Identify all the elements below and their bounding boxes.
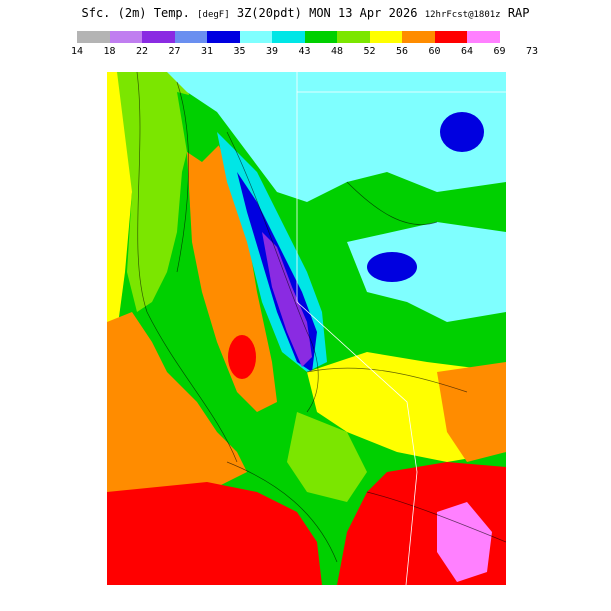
- pink-hot-spot: [437, 502, 492, 582]
- legend-tick-label: 69: [493, 46, 506, 57]
- legend-ticks: 14 18 22 27 31 35 39 43 48 52 56 60 64 69 73: [0, 46, 611, 60]
- legend-swatch: [337, 31, 370, 43]
- legend-swatch: [174, 31, 207, 43]
- legend-tick-label: 18: [103, 46, 116, 57]
- legend-swatch: [304, 31, 337, 43]
- blue-patch-east-1: [367, 252, 417, 282]
- title-valid-time: 3Z(20pdt) MON 13 Apr 2026: [236, 6, 418, 20]
- legend-swatch: [272, 31, 305, 43]
- legend-swatch: [369, 31, 402, 43]
- legend-tick-label: 31: [200, 46, 214, 57]
- cyan-north: [167, 72, 506, 202]
- map-title: Sfc. (2m) Temp. [degF] 3Z(20pdt) MON 13 …: [0, 6, 611, 20]
- legend-tick-label: 64: [460, 46, 474, 57]
- legend-swatch: [207, 31, 240, 43]
- legend-tick-label: 27: [168, 46, 181, 57]
- contour-lines: [136, 72, 506, 563]
- legend-swatch: [77, 31, 110, 43]
- green-south-valley: [287, 412, 367, 502]
- orange-central-valley: [187, 142, 277, 412]
- green-coast-range: [117, 72, 192, 312]
- legend-tick-label: 35: [233, 46, 246, 57]
- legend-tick-label: 43: [298, 46, 311, 57]
- orange-south-east: [437, 362, 506, 462]
- title-model: RAP: [507, 6, 530, 20]
- legend-tick-label: 73: [525, 46, 539, 57]
- legend-swatch: [434, 31, 467, 43]
- legend-swatch: [239, 31, 272, 43]
- red-south-offshore: [107, 482, 322, 585]
- legend-tick-label: 48: [330, 46, 344, 57]
- legend-tick-label: 60: [428, 46, 441, 57]
- legend-tick-label: 14: [70, 46, 84, 57]
- red-patch-valley: [228, 335, 256, 379]
- legend-swatch: [109, 31, 142, 43]
- cyan-east-basin: [347, 222, 506, 322]
- temperature-map: [107, 72, 506, 585]
- state-boundaries: [296, 72, 506, 585]
- orange-offshore: [107, 312, 247, 502]
- legend-tick-label: 22: [135, 46, 149, 57]
- legend-tick-label: 56: [395, 46, 409, 57]
- purple-high-sierra: [262, 232, 312, 367]
- color-legend: [77, 31, 542, 45]
- legend-swatch: [402, 31, 435, 43]
- title-variable: Sfc. (2m) Temp.: [81, 6, 190, 20]
- legend-tick-label: 39: [265, 46, 279, 57]
- title-unit: [degF]: [197, 10, 230, 20]
- blue-patch-east-2: [440, 112, 484, 152]
- legend-swatch: [142, 31, 175, 43]
- legend-swatch: [467, 31, 500, 43]
- title-run: 12hrFcst@1801z: [424, 10, 501, 20]
- legend-tick-label: 52: [363, 46, 376, 57]
